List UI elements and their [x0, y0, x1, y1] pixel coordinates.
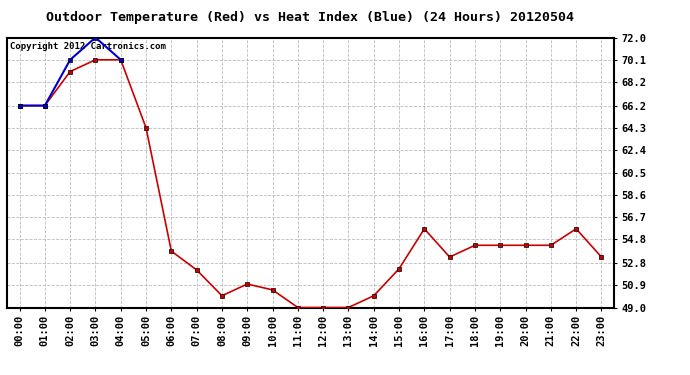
Text: Copyright 2012 Cartronics.com: Copyright 2012 Cartronics.com — [10, 42, 166, 51]
Text: Outdoor Temperature (Red) vs Heat Index (Blue) (24 Hours) 20120504: Outdoor Temperature (Red) vs Heat Index … — [46, 11, 575, 24]
